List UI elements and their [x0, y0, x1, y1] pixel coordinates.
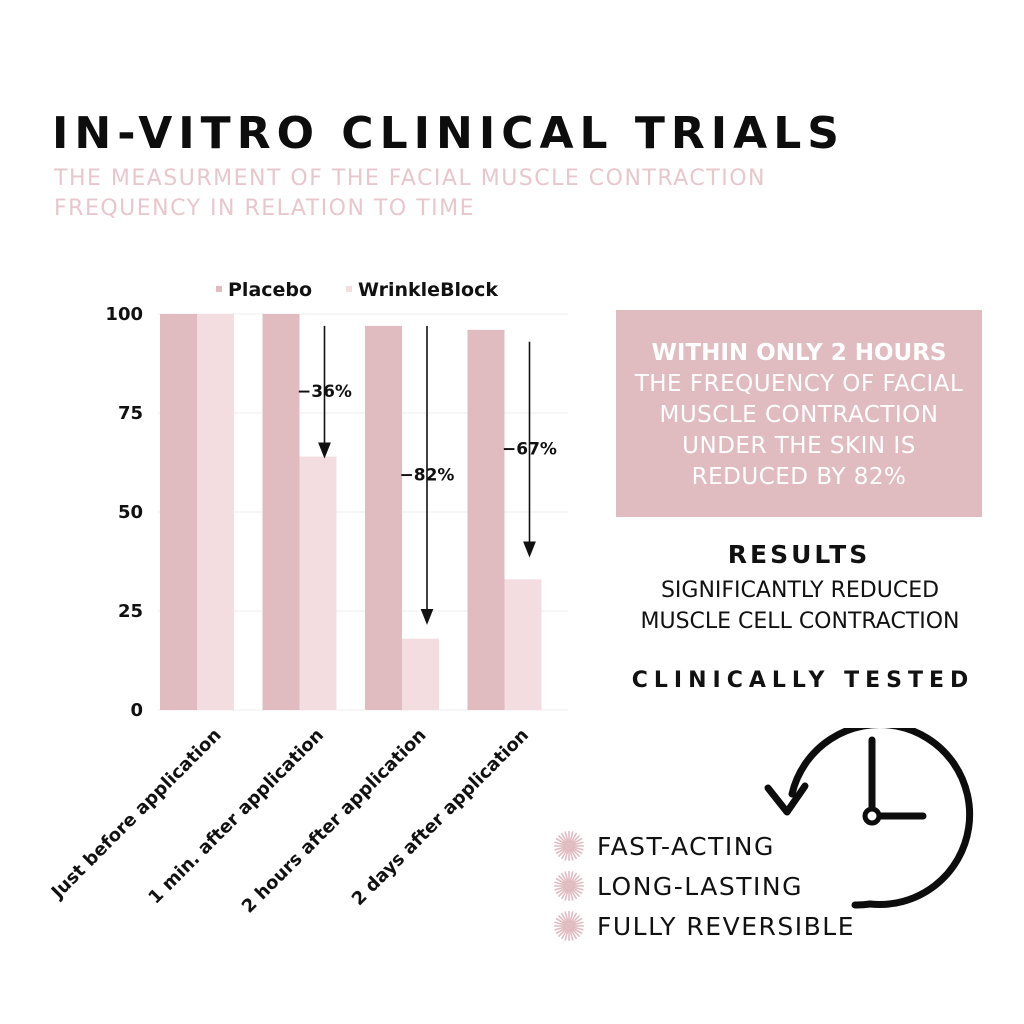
feature-label: FAST-ACTING: [597, 831, 775, 861]
page-title: IN-VITRO CLINICAL TRIALS: [52, 108, 845, 159]
feature-fast-acting: FAST-ACTING: [553, 830, 775, 862]
x-tick-label: 2 hours after application: [238, 725, 431, 918]
feature-long-lasting: LONG-LASTING: [553, 870, 803, 902]
highlight-callout: WITHIN ONLY 2 HOURS THE FREQUENCY OF FAC…: [616, 310, 982, 517]
x-tick-label: 1 min. after application: [144, 725, 328, 909]
legend-swatch: [216, 286, 222, 292]
clock-icon: [764, 728, 974, 909]
results-line-2: MUSCLE CELL CONTRACTION: [640, 609, 960, 634]
feature-label: LONG-LASTING: [597, 871, 804, 901]
bar-placebo-2: [365, 325, 402, 710]
x-tick-label: 2 days after application: [348, 725, 533, 910]
x-tick-label: Just before application: [46, 725, 225, 904]
subtitle-line-1: THE MEASURMENT OF THE FACIAL MUSCLE CONT…: [54, 166, 766, 191]
change-label: −36%: [297, 382, 352, 402]
subtitle-line-2: FREQUENCY IN RELATION TO TIME: [54, 196, 476, 221]
y-tick-label: 100: [105, 304, 143, 325]
sunburst-icon: [554, 911, 584, 941]
change-label: −67%: [502, 440, 557, 460]
callout-line: MUSCLE CONTRACTION: [659, 402, 939, 428]
bar-wrinkleblock-0: [197, 314, 234, 710]
change-label: −82%: [400, 465, 455, 485]
clinically-tested-label: CLINICALLY TESTED: [631, 668, 975, 693]
callout-line: REDUCED BY 82%: [691, 464, 907, 490]
bar-wrinkleblock-1: [299, 456, 337, 710]
sunburst-icon: [554, 871, 584, 901]
sunburst-icon: [554, 831, 584, 861]
feature-fully-reversible: FULLY REVERSIBLE: [553, 910, 855, 942]
legend-label: Placebo: [228, 279, 312, 301]
bar-wrinkleblock-2: [402, 638, 439, 710]
y-tick-label: 50: [118, 502, 143, 523]
legend-label: WrinkleBlock: [358, 279, 498, 301]
bar-placebo-1: [262, 314, 300, 710]
y-tick-label: 25: [118, 601, 143, 622]
callout-line: UNDER THE SKIN IS: [682, 433, 916, 459]
bar-chart: −36% −82% −67% 100 75 50 25 0 Just before appli…: [46, 279, 568, 918]
callout-heading: WITHIN ONLY 2 HOURS: [651, 340, 947, 366]
y-tick-label: 0: [130, 700, 143, 721]
y-tick-label: 75: [118, 403, 143, 424]
callout-line: THE FREQUENCY OF FACIAL: [634, 371, 964, 397]
legend-swatch: [346, 286, 352, 292]
bar-wrinkleblock-3: [504, 579, 542, 710]
results-line-1: SIGNIFICANTLY REDUCED: [660, 578, 940, 603]
results-heading: RESULTS: [727, 540, 871, 569]
bar-placebo-3: [467, 329, 505, 710]
feature-label: FULLY REVERSIBLE: [597, 911, 855, 941]
bar-placebo-0: [160, 314, 197, 710]
